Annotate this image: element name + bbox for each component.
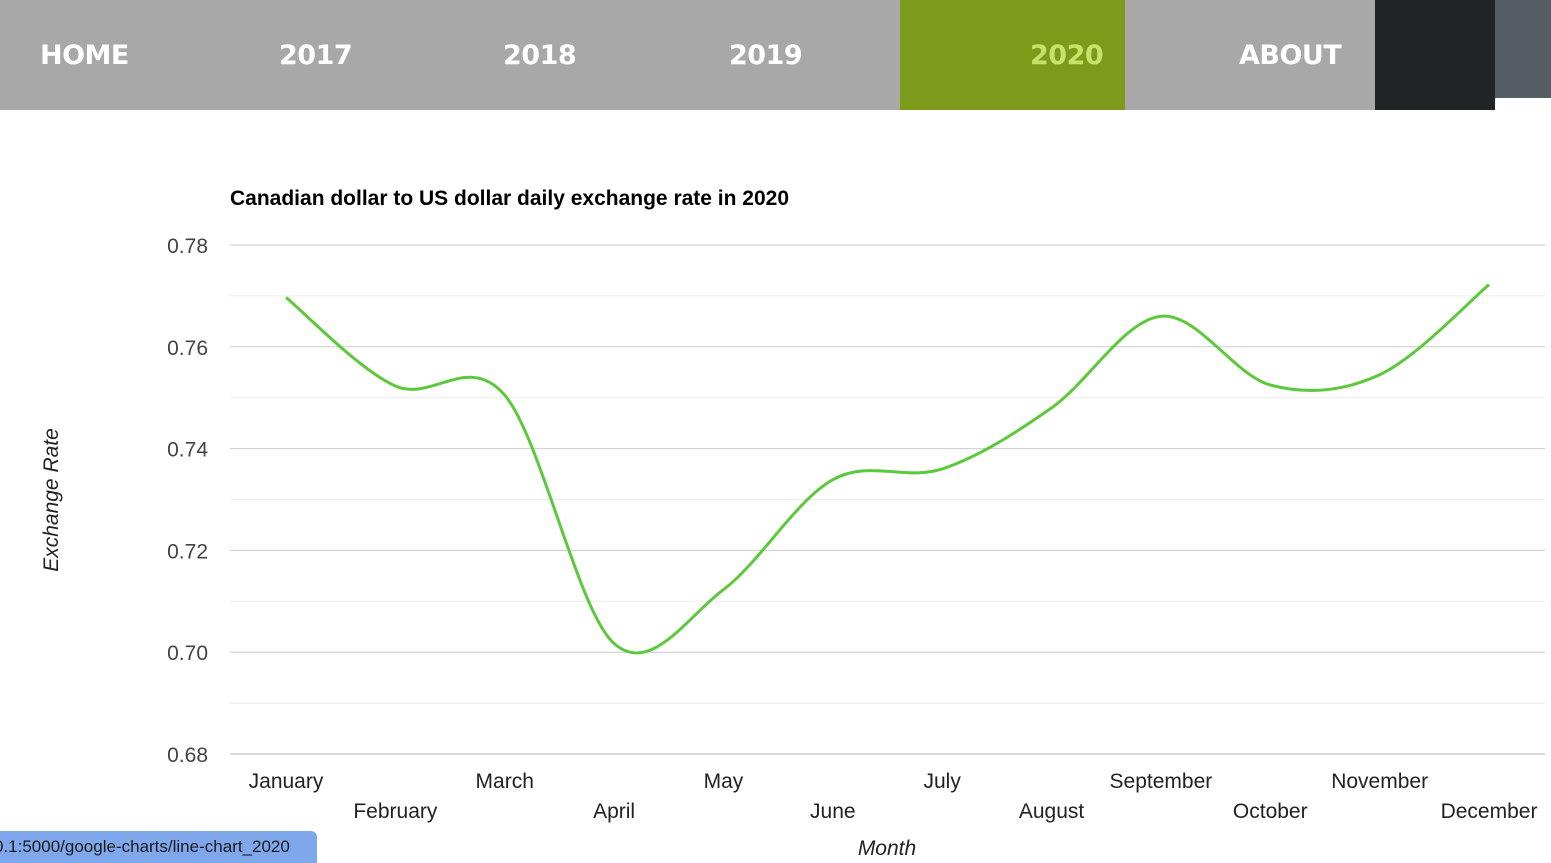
nav-2017[interactable]: 2017: [225, 0, 450, 110]
y-tick-label: 0.78: [167, 235, 208, 258]
x-tick-label: June: [810, 800, 856, 823]
x-tick-label: April: [593, 800, 635, 823]
nav-2020-label: 2020: [1030, 39, 1104, 71]
x-tick-label: September: [1110, 770, 1213, 793]
series-line: [285, 283, 1490, 655]
nav-2020[interactable]: 2020: [900, 0, 1125, 110]
status-url-text: 0.1:5000/google-charts/line-chart_2020: [0, 837, 290, 856]
y-tick-label: 0.74: [167, 439, 208, 462]
top-navbar: HOME 2017 2018 2019 2020 ABOUT: [0, 0, 1375, 110]
x-tick-label: November: [1331, 770, 1428, 793]
nav-slate-block: [1495, 0, 1551, 98]
nav-about[interactable]: ABOUT: [1125, 0, 1350, 110]
x-tick-label: December: [1441, 800, 1538, 823]
nav-2017-label: 2017: [279, 39, 353, 71]
y-tick-label: 0.76: [167, 337, 208, 360]
chart-gridlines: [230, 244, 1545, 755]
nav-dark-block: [1375, 0, 1495, 110]
x-tick-label: August: [1019, 800, 1085, 823]
nav-home[interactable]: HOME: [0, 0, 225, 110]
nav-2018-label: 2018: [503, 39, 577, 71]
y-axis-ticks: 0.78 0.76 0.74 0.72 0.70 0.68: [167, 235, 208, 767]
x-axis-ticks: January February March April May June July Augu…: [249, 770, 1538, 823]
x-tick-label: October: [1233, 800, 1308, 823]
y-tick-label: 0.72: [167, 540, 208, 563]
x-tick-label: March: [476, 770, 534, 793]
x-tick-label: February: [353, 800, 438, 823]
y-axis-label: Exchange Rate: [40, 428, 63, 572]
nav-2019-label: 2019: [729, 39, 803, 71]
nav-home-label: HOME: [40, 39, 129, 71]
y-tick-label: 0.68: [167, 744, 208, 767]
x-tick-label: January: [249, 770, 324, 793]
x-axis-label: Month: [858, 837, 916, 860]
y-tick-label: 0.70: [167, 642, 208, 665]
x-tick-label: July: [924, 770, 962, 793]
nav-2019[interactable]: 2019: [675, 0, 900, 110]
x-tick-label: May: [704, 770, 744, 793]
nav-about-label: ABOUT: [1239, 39, 1342, 71]
chart-title: Canadian dollar to US dollar daily excha…: [230, 187, 789, 210]
nav-2018[interactable]: 2018: [450, 0, 675, 110]
status-bar-url: 0.1:5000/google-charts/line-chart_2020: [0, 831, 317, 863]
